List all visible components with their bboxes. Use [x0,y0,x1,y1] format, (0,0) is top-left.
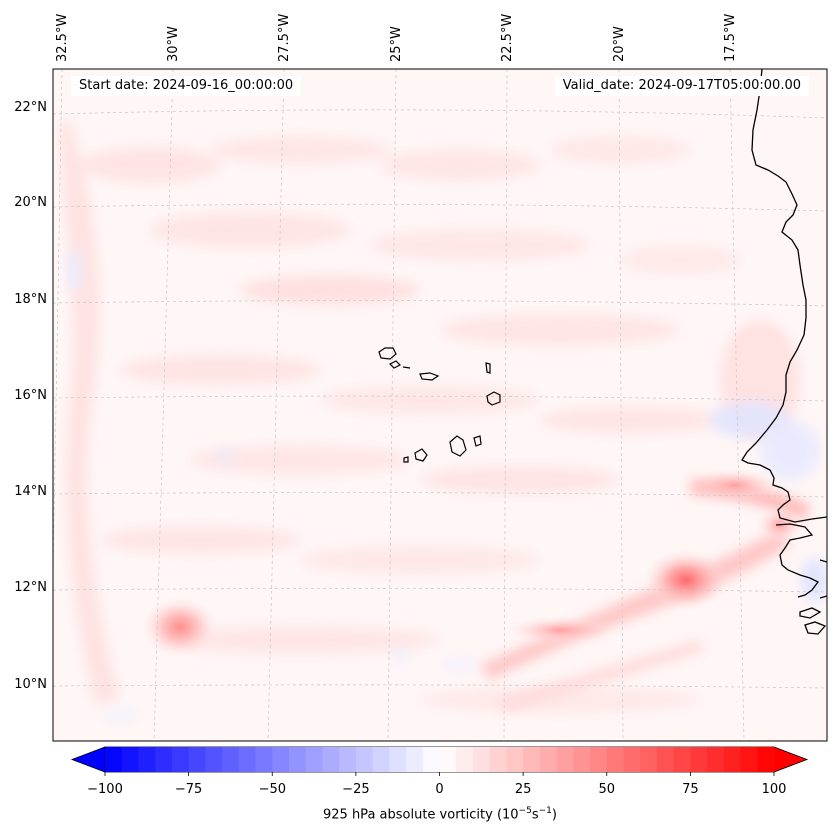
colorbar-tick: 75 [682,782,699,797]
colorbar-ticks: −100 −75 −50 −25 0 25 50 75 100 [87,772,786,797]
valid-date-label: Valid_date: 2024-09-17T05:00:00.00 [554,76,809,96]
colorbar-step [255,747,273,772]
colorbar-step [606,747,625,772]
colorbar-step [238,747,257,772]
colorbar-tick: −50 [259,782,286,797]
colorbar-step [372,747,390,772]
colorbar-step [489,747,507,772]
lat-label: 18°N [14,292,47,307]
units-mid: s [531,807,539,823]
colorbar-step [155,747,173,772]
colorbar-step [121,747,140,772]
lat-label: 22°N [14,100,47,115]
colorbar-step [171,747,190,772]
colorbar-step [205,747,223,772]
map-frame [52,68,828,742]
colorbar-step [456,747,474,772]
colorbar-tick: −75 [175,782,202,797]
lat-label: 16°N [14,388,47,403]
lon-label: 22.5°W [500,14,515,62]
lon-label: 25°W [389,26,404,62]
units-base: 10 [502,807,519,823]
colorbar-step [322,747,340,772]
colorbar-step [188,747,206,772]
lat-label: 12°N [14,580,47,595]
colorbar-step [472,747,491,772]
colorbar-tick: 0 [435,782,443,797]
lon-label: 27.5°W [277,14,292,62]
colorbar-step [573,747,591,772]
coastline [741,69,827,635]
colorbar-step [272,747,290,772]
longitude-labels: 32.5°W 30°W 27.5°W 25°W 22.5°W 20°W 17.5… [55,14,738,62]
colorbar-step [656,747,675,772]
lat-label: 10°N [14,677,47,692]
colorbar: −100 −75 −50 −25 0 25 50 75 100 [70,746,809,797]
colorbar-step [355,747,374,772]
graticule [53,69,827,741]
colorbar-step [389,747,407,772]
lon-label: 20°W [612,26,627,62]
colorbar-step [222,747,240,772]
vorticity-field [53,69,827,741]
colorbar-steps [105,747,775,772]
vortex-near-12N-18W [644,550,728,610]
colorbar-tick: −100 [87,782,123,797]
start-date-label: Start date: 2024-09-16_00:00:00 [71,76,302,96]
band-segment [505,616,615,644]
colorbar-tick: −25 [342,782,369,797]
vortex-near-11N-29W [142,597,218,657]
units-exp: −1 [538,806,552,816]
colorbar-step [523,747,541,772]
colorbar-step [590,747,608,772]
colorbar-step [623,747,641,772]
colorbar-tick: 100 [762,782,787,797]
colorbar-step [723,747,742,772]
colorbar-step [288,747,307,772]
colorbar-tick: 25 [515,782,532,797]
band-near-14N-17W [690,469,780,501]
colorbar-step [138,747,156,772]
colorbar-step [757,747,775,772]
colorbar-tick: 50 [599,782,616,797]
colorbar-step [690,747,708,772]
units-exp: −5 [518,806,532,816]
lon-label: 17.5°W [723,14,738,62]
lat-label: 20°N [14,195,47,210]
colorbar-step [640,747,658,772]
latitude-labels: 22°N 20°N 18°N 16°N 14°N 12°N 10°N [14,100,47,692]
colorbar-step [506,747,524,772]
colorbar-step [556,747,574,772]
colorbar-step [422,747,441,772]
colorbar-variable: 925 hPa absolute vorticity [323,807,493,823]
colorbar-max-extend [773,746,809,773]
colorbar-step [673,747,691,772]
colorbar-step [339,747,357,772]
lon-label: 30°W [166,26,181,62]
colorbar-step [105,747,123,772]
colorbar-min-extend [70,746,106,773]
lat-label: 14°N [14,484,47,499]
colorbar-step [439,747,457,772]
colorbar-step [406,747,424,772]
colorbar-step [305,747,324,772]
islands [378,347,501,463]
colorbar-label: 925 hPa absolute vorticity (10−5s−1) [323,806,557,823]
colorbar-step [539,747,558,772]
lon-label: 32.5°W [55,14,70,62]
colorbar-step [707,747,725,772]
colorbar-step [740,747,758,772]
